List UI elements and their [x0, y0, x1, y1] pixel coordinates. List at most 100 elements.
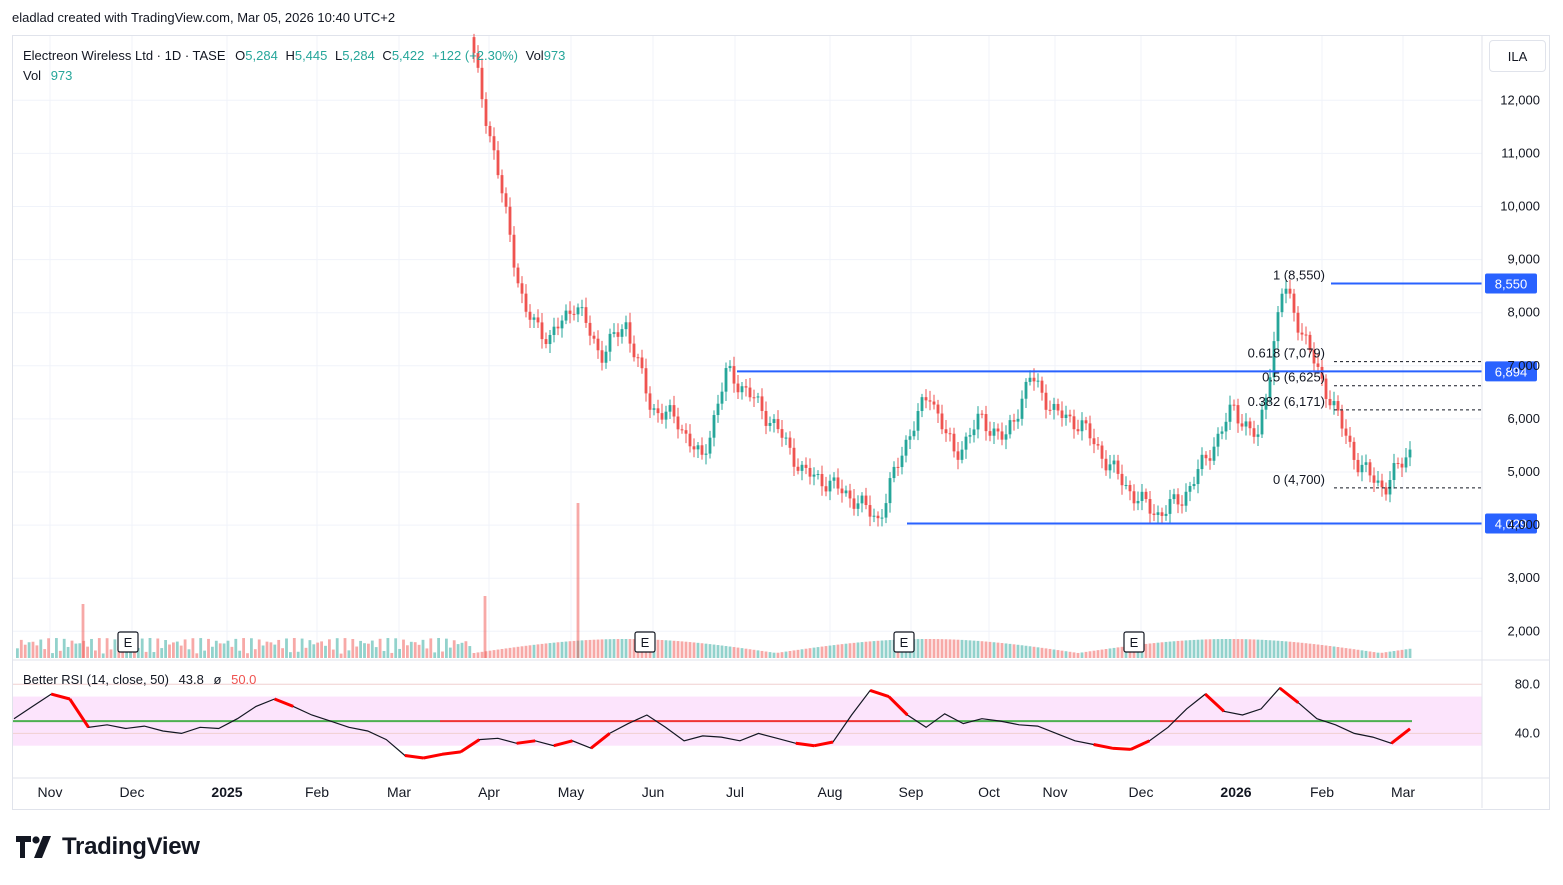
candle-body — [520, 283, 524, 294]
candle-body — [568, 310, 572, 314]
candle-body — [968, 435, 972, 437]
legend-open: 5,284 — [245, 48, 278, 63]
candle-body — [1028, 377, 1032, 382]
volume-bar — [792, 650, 796, 658]
candle-body — [880, 517, 884, 519]
candle-body — [1216, 433, 1220, 447]
volume-bar — [1180, 640, 1184, 658]
candle-body — [572, 313, 576, 315]
volume-bar — [828, 645, 832, 658]
volume-bar — [596, 639, 600, 658]
volume-bar — [285, 638, 288, 658]
volume-spike — [576, 503, 580, 658]
candle-body — [1392, 463, 1396, 480]
volume-bar — [269, 642, 273, 658]
volume-bar — [1036, 647, 1040, 658]
candle-body — [496, 150, 500, 176]
price-label-box — [1485, 273, 1537, 294]
volume-bar — [378, 638, 382, 658]
candle-body — [828, 480, 832, 492]
volume-bar — [688, 642, 692, 658]
volume-bars — [16, 503, 1412, 658]
price-label-box — [1485, 513, 1537, 534]
candle-body — [644, 368, 648, 394]
volume-bar — [168, 644, 171, 658]
candle-body — [988, 431, 992, 436]
volume-bar — [1072, 652, 1076, 658]
volume-bar — [864, 641, 868, 658]
volume-bar — [832, 645, 836, 658]
candle-body — [716, 403, 720, 416]
legend-change: +122 (+2.30%) — [431, 48, 518, 63]
volume-bar — [816, 647, 820, 658]
candle-body — [924, 397, 928, 401]
candle-body — [1088, 423, 1092, 439]
volume-bar — [788, 650, 792, 658]
volume-bar — [406, 645, 409, 658]
candle-body — [1240, 423, 1244, 427]
price-label-text: 8,550 — [1495, 276, 1528, 291]
candle-body — [844, 490, 848, 494]
volume-bar — [836, 644, 840, 658]
volume-bar — [708, 644, 712, 658]
volume-bar — [540, 643, 544, 658]
candle-body — [784, 437, 788, 439]
volume-bar — [936, 639, 940, 658]
candle-body — [720, 391, 724, 404]
candle-body — [1356, 459, 1360, 473]
candle-body — [836, 477, 840, 489]
earnings-marker-label: E — [124, 635, 133, 650]
candle-body — [772, 419, 776, 423]
currency-button[interactable]: ILA — [1489, 40, 1546, 72]
candle-body — [1288, 288, 1292, 294]
candle-body — [500, 175, 504, 194]
candle-body — [1140, 491, 1144, 501]
volume-bar — [1396, 650, 1400, 658]
candle-body — [1196, 469, 1200, 485]
x-tick-label: Nov — [38, 784, 63, 800]
volume-bar — [289, 652, 292, 658]
rsi-panel: 80.0 40.0 — [13, 676, 1540, 760]
candle-body — [1160, 512, 1164, 516]
volume-bar — [1192, 639, 1196, 658]
candle-body — [480, 67, 484, 100]
candle-body — [648, 393, 652, 410]
legend-high-label: H — [285, 48, 295, 63]
legend-title: Electreon Wireless Ltd · 1D · TASE — [23, 48, 226, 63]
volume-bar — [756, 650, 760, 658]
volume-bar — [441, 651, 444, 658]
candle-body — [1224, 421, 1228, 432]
candle-body — [1124, 484, 1128, 486]
volume-bar — [230, 646, 234, 658]
rsi-tick-label: 40.0 — [1515, 725, 1540, 740]
candle-body — [1104, 458, 1108, 471]
volume-bar — [1004, 643, 1008, 658]
y-tick-label: 6,000 — [1507, 411, 1540, 426]
volume-bar — [588, 639, 592, 658]
legend-close-label: C — [382, 48, 392, 63]
candle-body — [1400, 463, 1404, 468]
candle-body — [640, 357, 644, 369]
volume-bar — [952, 639, 956, 658]
volume-bar — [1204, 639, 1208, 658]
legend-vol2: 973 — [50, 68, 73, 83]
volume-bar — [273, 644, 277, 658]
volume-bar — [1300, 642, 1304, 658]
candle-body — [1180, 504, 1184, 506]
candle-body — [1064, 414, 1068, 418]
candle-body — [688, 433, 692, 447]
candle-body — [536, 317, 540, 323]
candle-body — [1060, 410, 1064, 418]
candle-body — [636, 357, 640, 359]
tradingview-logo[interactable]: TradingView — [16, 833, 200, 861]
candle-body — [1116, 460, 1120, 474]
candle-body — [1248, 421, 1252, 429]
volume-bar — [620, 639, 624, 658]
volume-bar — [367, 643, 370, 658]
candle-body — [1164, 513, 1168, 516]
tradingview-logo-icon — [16, 836, 51, 858]
rsi-mid: 50.0 — [231, 672, 257, 687]
rsi-legend: Better RSI (14, close, 50) 43.8 ø 50.0 — [23, 672, 256, 687]
price-label-text: 6,894 — [1495, 364, 1528, 379]
